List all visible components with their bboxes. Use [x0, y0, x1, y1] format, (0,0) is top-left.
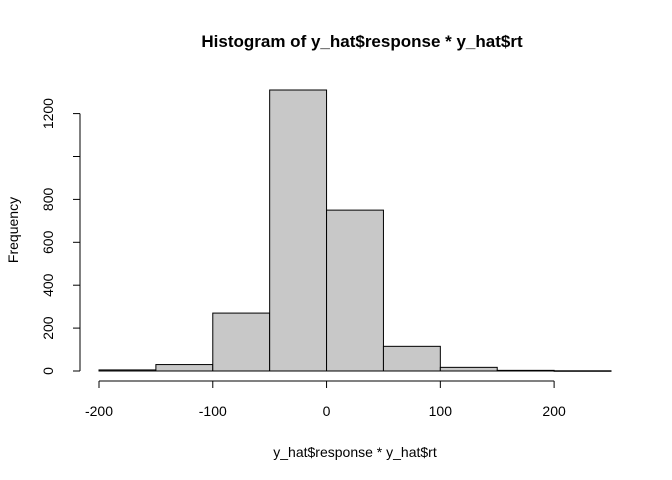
histogram-bar-8 — [553, 370, 612, 372]
y-axis-label: Frequency — [5, 197, 21, 263]
histogram-bar-2 — [212, 312, 271, 372]
bars-group — [98, 89, 612, 372]
y-tick-label-0: 0 — [40, 367, 56, 375]
chart-title: Histogram of y_hat$response * y_hat$rt — [201, 32, 523, 51]
histogram-bar-3 — [269, 89, 328, 372]
x-tick-label-0: -200 — [85, 403, 113, 419]
x-tick-label-3: 100 — [429, 403, 453, 419]
x-axis-label: y_hat$response * y_hat$rt — [273, 444, 437, 460]
y-tick-label-1: 200 — [40, 316, 56, 340]
histogram-bar-7 — [496, 369, 555, 372]
x-tick-label-4: 200 — [542, 403, 566, 419]
histogram-bar-4 — [326, 209, 384, 372]
y-tick-label-2: 400 — [40, 273, 56, 297]
x-tick-label-2: 0 — [323, 403, 331, 419]
histogram-bar-5 — [382, 345, 441, 372]
histogram-bar-6 — [439, 366, 498, 372]
histogram-bar-0 — [98, 369, 157, 372]
x-axis: -200 -100 0 100 200 — [85, 380, 566, 419]
histogram-bar-1 — [155, 364, 214, 372]
y-tick-label-6: 1200 — [40, 98, 56, 129]
y-tick-label-4: 800 — [40, 188, 56, 212]
x-tick-label-1: -100 — [199, 403, 227, 419]
y-tick-label-3: 600 — [40, 230, 56, 254]
y-axis: 0 200 400 600 800 1200 — [40, 98, 81, 375]
